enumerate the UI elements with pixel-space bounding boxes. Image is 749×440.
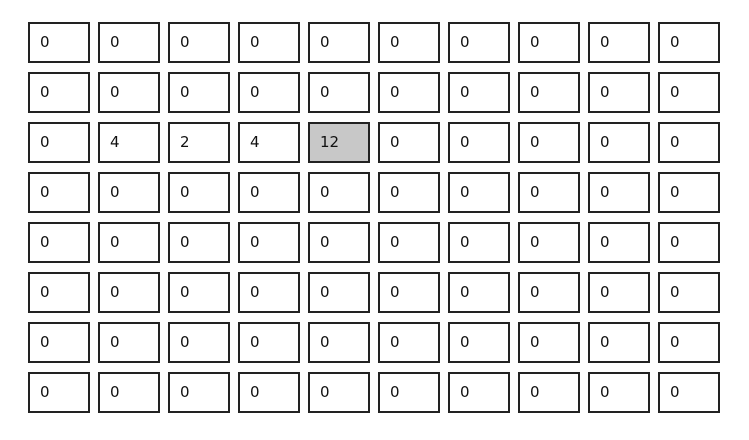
grid-cell-r7-c2[interactable]: 0 (168, 372, 230, 413)
grid-cell-r5-c6[interactable]: 0 (448, 272, 510, 313)
grid-cell-r1-c2[interactable]: 0 (168, 72, 230, 113)
grid-cell-r3-c8[interactable]: 0 (588, 172, 650, 213)
grid-cell-r6-c1[interactable]: 0 (98, 322, 160, 363)
grid-cell-r2-c0[interactable]: 0 (28, 122, 90, 163)
grid-cell-r4-c0[interactable]: 0 (28, 222, 90, 263)
grid-cell-r1-c3[interactable]: 0 (238, 72, 300, 113)
grid-cell-r3-c9[interactable]: 0 (658, 172, 720, 213)
grid-cell-r5-c8[interactable]: 0 (588, 272, 650, 313)
grid-cell-r7-c6[interactable]: 0 (448, 372, 510, 413)
grid-cell-r3-c7[interactable]: 0 (518, 172, 580, 213)
grid-cell-r3-c5[interactable]: 0 (378, 172, 440, 213)
grid-cell-r6-c9[interactable]: 0 (658, 322, 720, 363)
grid-cell-r4-c3[interactable]: 0 (238, 222, 300, 263)
grid-cell-r6-c6[interactable]: 0 (448, 322, 510, 363)
grid-cell-r0-c4[interactable]: 0 (308, 22, 370, 63)
grid-cell-r7-c3[interactable]: 0 (238, 372, 300, 413)
grid-cell-r1-c9[interactable]: 0 (658, 72, 720, 113)
grid-cell-r7-c4[interactable]: 0 (308, 372, 370, 413)
grid-cell-r6-c5[interactable]: 0 (378, 322, 440, 363)
grid-cell-r2-c4[interactable]: 12 (308, 122, 370, 163)
grid-cell-r6-c3[interactable]: 0 (238, 322, 300, 363)
grid-cell-r7-c7[interactable]: 0 (518, 372, 580, 413)
grid-cell-r6-c7[interactable]: 0 (518, 322, 580, 363)
grid-cell-r3-c6[interactable]: 0 (448, 172, 510, 213)
grid-cell-r2-c1[interactable]: 4 (98, 122, 160, 163)
grid-cell-r2-c5[interactable]: 0 (378, 122, 440, 163)
grid-cell-r5-c3[interactable]: 0 (238, 272, 300, 313)
grid-cell-r2-c6[interactable]: 0 (448, 122, 510, 163)
grid-cell-r4-c5[interactable]: 0 (378, 222, 440, 263)
grid-cell-r2-c9[interactable]: 0 (658, 122, 720, 163)
grid-cell-r1-c7[interactable]: 0 (518, 72, 580, 113)
grid-cell-r4-c6[interactable]: 0 (448, 222, 510, 263)
grid-cell-r0-c7[interactable]: 0 (518, 22, 580, 63)
grid-cell-r2-c3[interactable]: 4 (238, 122, 300, 163)
grid-cell-r3-c3[interactable]: 0 (238, 172, 300, 213)
grid-cell-r6-c8[interactable]: 0 (588, 322, 650, 363)
grid-cell-r1-c0[interactable]: 0 (28, 72, 90, 113)
grid-cell-r0-c5[interactable]: 0 (378, 22, 440, 63)
grid-cell-r1-c5[interactable]: 0 (378, 72, 440, 113)
grid-cell-r6-c2[interactable]: 0 (168, 322, 230, 363)
grid-cell-r7-c9[interactable]: 0 (658, 372, 720, 413)
grid-cell-r0-c8[interactable]: 0 (588, 22, 650, 63)
grid-cell-r5-c2[interactable]: 0 (168, 272, 230, 313)
grid-cell-r5-c1[interactable]: 0 (98, 272, 160, 313)
grid-cell-r2-c2[interactable]: 2 (168, 122, 230, 163)
grid-cell-r0-c6[interactable]: 0 (448, 22, 510, 63)
grid-cell-r1-c1[interactable]: 0 (98, 72, 160, 113)
grid-cell-r4-c2[interactable]: 0 (168, 222, 230, 263)
grid-cell-r5-c9[interactable]: 0 (658, 272, 720, 313)
grid-cell-r0-c3[interactable]: 0 (238, 22, 300, 63)
grid-cell-r3-c2[interactable]: 0 (168, 172, 230, 213)
grid-cell-r4-c7[interactable]: 0 (518, 222, 580, 263)
grid-cell-r3-c4[interactable]: 0 (308, 172, 370, 213)
grid-cell-r5-c5[interactable]: 0 (378, 272, 440, 313)
grid-cell-r5-c0[interactable]: 0 (28, 272, 90, 313)
grid-cell-r4-c1[interactable]: 0 (98, 222, 160, 263)
grid-cell-r1-c6[interactable]: 0 (448, 72, 510, 113)
grid-cell-r0-c2[interactable]: 0 (168, 22, 230, 63)
grid-cell-r7-c1[interactable]: 0 (98, 372, 160, 413)
grid-cell-r4-c9[interactable]: 0 (658, 222, 720, 263)
grid-cell-r1-c4[interactable]: 0 (308, 72, 370, 113)
grid-cell-r4-c4[interactable]: 0 (308, 222, 370, 263)
grid-cell-r3-c1[interactable]: 0 (98, 172, 160, 213)
grid-cell-r3-c0[interactable]: 0 (28, 172, 90, 213)
grid-cell-r5-c4[interactable]: 0 (308, 272, 370, 313)
grid-cell-r2-c8[interactable]: 0 (588, 122, 650, 163)
grid-cell-r7-c8[interactable]: 0 (588, 372, 650, 413)
grid-cell-r6-c4[interactable]: 0 (308, 322, 370, 363)
grid-cell-r2-c7[interactable]: 0 (518, 122, 580, 163)
grid-cell-r0-c1[interactable]: 0 (98, 22, 160, 63)
grid-cell-r7-c0[interactable]: 0 (28, 372, 90, 413)
grid-cell-r7-c5[interactable]: 0 (378, 372, 440, 413)
grid-cell-r6-c0[interactable]: 0 (28, 322, 90, 363)
grid-cell-r0-c9[interactable]: 0 (658, 22, 720, 63)
grid-cell-r0-c0[interactable]: 0 (28, 22, 90, 63)
grid-cell-r1-c8[interactable]: 0 (588, 72, 650, 113)
grid-cell-r4-c8[interactable]: 0 (588, 222, 650, 263)
grid-cell-r5-c7[interactable]: 0 (518, 272, 580, 313)
